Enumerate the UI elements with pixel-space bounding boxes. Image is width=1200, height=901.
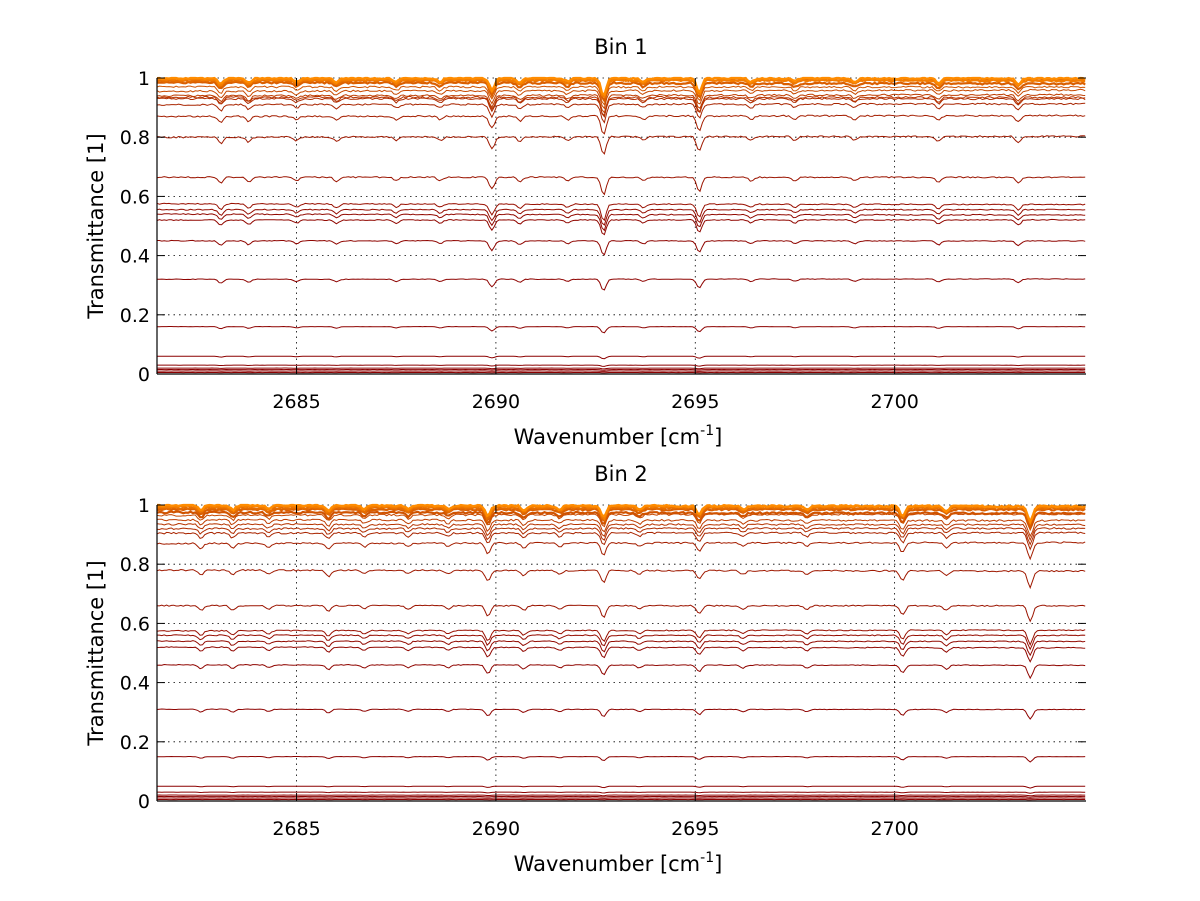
ticks-bin-1: 2685 2690 2695 2700 0 0.2 0.4 0.6 0.8 1 (120, 68, 1086, 413)
series-line-bin-1-9 (156, 218, 1086, 236)
series-line-bin-1-19 (156, 93, 1086, 114)
y-axis-label-bin-2: Transmittance [1] (84, 560, 108, 746)
series-line-bin-2-20 (156, 512, 1086, 532)
x-axis-label-text-bin-2: Wavenumber [cm (514, 852, 700, 876)
series-line-bin-2-12 (156, 629, 1086, 646)
series-bin-2 (156, 503, 1086, 801)
series-line-bin-2-17 (156, 527, 1086, 546)
x-tick-label-bin-2-2: 2695 (671, 818, 719, 840)
series-line-bin-1-7 (156, 278, 1086, 291)
x-tick-label-bin-2-0: 2685 (272, 818, 320, 840)
series-line-bin-2-8 (156, 663, 1086, 680)
x-tick-label-bin-2-1: 2690 (472, 818, 520, 840)
x-axis-label-suffix-bin-1: ] (714, 425, 722, 449)
series-line-bin-2-3 (156, 794, 1086, 797)
series-line-bin-1-18 (156, 95, 1086, 117)
series-line-bin-2-5 (157, 785, 1086, 789)
series-line-bin-1-15 (156, 114, 1086, 135)
plot-area-bin-2 (157, 505, 1086, 801)
y-tick-label-bin-1-3: 0.6 (120, 186, 150, 208)
x-tick-label-bin-1-2: 2695 (671, 391, 719, 413)
y-tick-label-bin-1-4: 0.8 (120, 127, 150, 149)
x-axis-label-suffix-bin-2: ] (714, 852, 722, 876)
series-line-bin-1-10 (156, 213, 1086, 232)
series-line-bin-1-14 (156, 135, 1086, 155)
ticks-bin-2: 2685 2690 2695 2700 0 0.2 0.4 0.6 0.8 1 (120, 495, 1086, 840)
y-tick-label-bin-2-2: 0.4 (120, 673, 150, 695)
series-bin-1 (156, 76, 1086, 374)
x-axis-label-exponent-bin-2: -1 (700, 850, 714, 866)
series-line-bin-1-4 (157, 364, 1086, 367)
series-line-bin-1-2 (156, 368, 1086, 371)
series-line-bin-1-3 (157, 367, 1086, 370)
series-line-bin-1-25 (156, 76, 1086, 97)
panel-bin-1: 2685 2690 2695 2700 0 0.2 0.4 0.6 0.8 1 Bin 1 Wav… (84, 35, 1086, 449)
series-line-bin-2-4 (157, 791, 1086, 794)
series-line-bin-2-9 (156, 646, 1086, 663)
series-line-bin-2-14 (156, 568, 1086, 590)
series-line-bin-2-13 (156, 604, 1086, 623)
y-tick-label-bin-2-5: 1 (138, 495, 150, 517)
y-tick-label-bin-2-1: 0.2 (120, 732, 150, 754)
series-line-bin-2-25 (157, 503, 1086, 525)
series-line-bin-1-21 (156, 85, 1086, 106)
y-tick-label-bin-2-0: 0 (138, 791, 150, 813)
series-line-bin-2-11 (157, 634, 1086, 651)
x-tick-label-bin-1-3: 2700 (870, 391, 918, 413)
series-line-bin-1-11 (156, 208, 1086, 226)
series-line-bin-1-17 (156, 97, 1086, 118)
y-tick-label-bin-1-2: 0.4 (120, 246, 150, 268)
series-line-bin-1-24 (156, 77, 1086, 99)
series-line-bin-1-22 (156, 80, 1086, 104)
series-line-bin-1-12 (156, 202, 1086, 222)
x-axis-label-exponent-bin-1: -1 (700, 423, 714, 439)
chart-title-bin-2: Bin 2 (594, 462, 648, 486)
series-line-bin-2-19 (156, 518, 1086, 538)
series-line-bin-2-2 (156, 795, 1086, 798)
series-line-bin-1-16 (156, 102, 1086, 124)
x-tick-label-bin-2-3: 2700 (870, 818, 918, 840)
y-tick-label-bin-1-0: 0 (138, 364, 150, 386)
x-axis-label-text-bin-1: Wavenumber [cm (514, 425, 700, 449)
series-line-bin-2-21 (156, 510, 1086, 532)
chart-title-bin-1: Bin 1 (594, 35, 648, 59)
series-line-bin-2-18 (156, 522, 1086, 542)
series-line-bin-1-5 (157, 355, 1086, 360)
series-line-bin-2-6 (157, 755, 1086, 763)
series-line-bin-2-16 (156, 531, 1086, 551)
y-tick-label-bin-1-5: 1 (138, 68, 150, 90)
y-axis-label-bin-1: Transmittance [1] (84, 133, 108, 319)
series-line-bin-1-6 (156, 325, 1086, 334)
x-tick-label-bin-1-1: 2690 (472, 391, 520, 413)
x-tick-label-bin-1-0: 2685 (272, 391, 320, 413)
y-tick-label-bin-1-1: 0.2 (120, 305, 150, 327)
series-line-bin-1-13 (156, 176, 1086, 196)
y-tick-label-bin-2-4: 0.8 (120, 554, 150, 576)
panel-bin-2: 2685 2690 2695 2700 0 0.2 0.4 0.6 0.8 1 Bin 2 Wav… (84, 462, 1086, 876)
series-line-bin-1-20 (156, 88, 1086, 110)
series-line-bin-2-7 (156, 708, 1086, 720)
series-line-bin-1-8 (157, 239, 1086, 256)
plot-area-bin-1 (157, 78, 1086, 374)
y-tick-label-bin-2-3: 0.6 (120, 613, 150, 635)
x-axis-label-bin-1: Wavenumber [cm-1] (514, 423, 723, 449)
x-axis-label-bin-2: Wavenumber [cm-1] (514, 850, 723, 876)
series-line-bin-2-15 (156, 541, 1086, 561)
series-line-bin-2-10 (156, 640, 1086, 657)
